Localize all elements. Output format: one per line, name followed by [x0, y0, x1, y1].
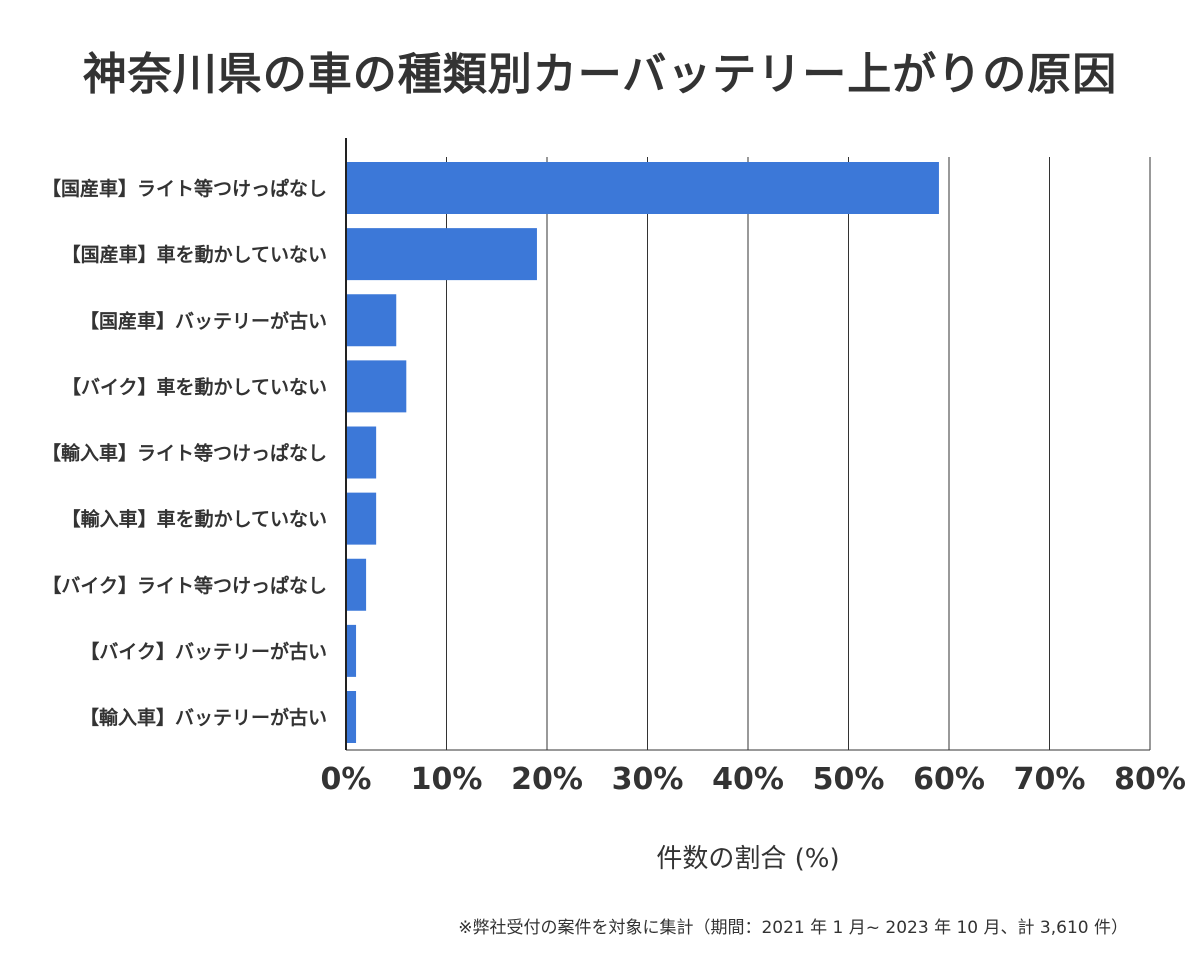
bar: [346, 492, 377, 545]
x-tick-label: 0%: [321, 762, 372, 797]
x-tick-label: 60%: [913, 762, 985, 797]
y-tick-label: 【国産車】車を動かしていない: [62, 243, 327, 266]
bar: [346, 360, 407, 413]
chart-title: 神奈川県の車の種類別カーバッテリー上がりの原因: [82, 49, 1118, 100]
x-tick-label: 50%: [813, 762, 885, 797]
x-tick-label: 30%: [612, 762, 684, 797]
y-tick-label: 【バイク】ライト等つけっぱなし: [42, 574, 327, 597]
y-tick-label: 【輸入車】バッテリーが古い: [80, 706, 327, 729]
footnote: ※弊社受付の案件を対象に集計（期間：2021 年 1 月~ 2023 年 10 …: [458, 918, 1128, 938]
y-tick-label: 【国産車】ライト等つけっぱなし: [42, 177, 327, 200]
bar: [346, 228, 537, 281]
y-tick-label: 【輸入車】ライト等つけっぱなし: [42, 442, 327, 465]
bar: [346, 162, 939, 214]
bar: [346, 624, 357, 677]
x-tick-label: 70%: [1014, 762, 1086, 797]
y-tick-label: 【バイク】バッテリーが古い: [80, 640, 327, 663]
y-tick-label: 【輸入車】車を動かしていない: [62, 508, 327, 531]
bar: [346, 294, 397, 347]
y-tick-label: 【国産車】バッテリーが古い: [80, 309, 327, 332]
x-tick-label: 20%: [511, 762, 583, 797]
bar: [346, 691, 357, 743]
x-tick-label: 10%: [411, 762, 483, 797]
bar: [346, 426, 377, 479]
x-axis-label: 件数の割合 (%): [656, 844, 840, 874]
x-tick-label: 40%: [712, 762, 784, 797]
y-tick-label: 【バイク】車を動かしていない: [62, 375, 327, 398]
x-tick-label: 80%: [1114, 762, 1186, 797]
bar: [346, 558, 367, 611]
